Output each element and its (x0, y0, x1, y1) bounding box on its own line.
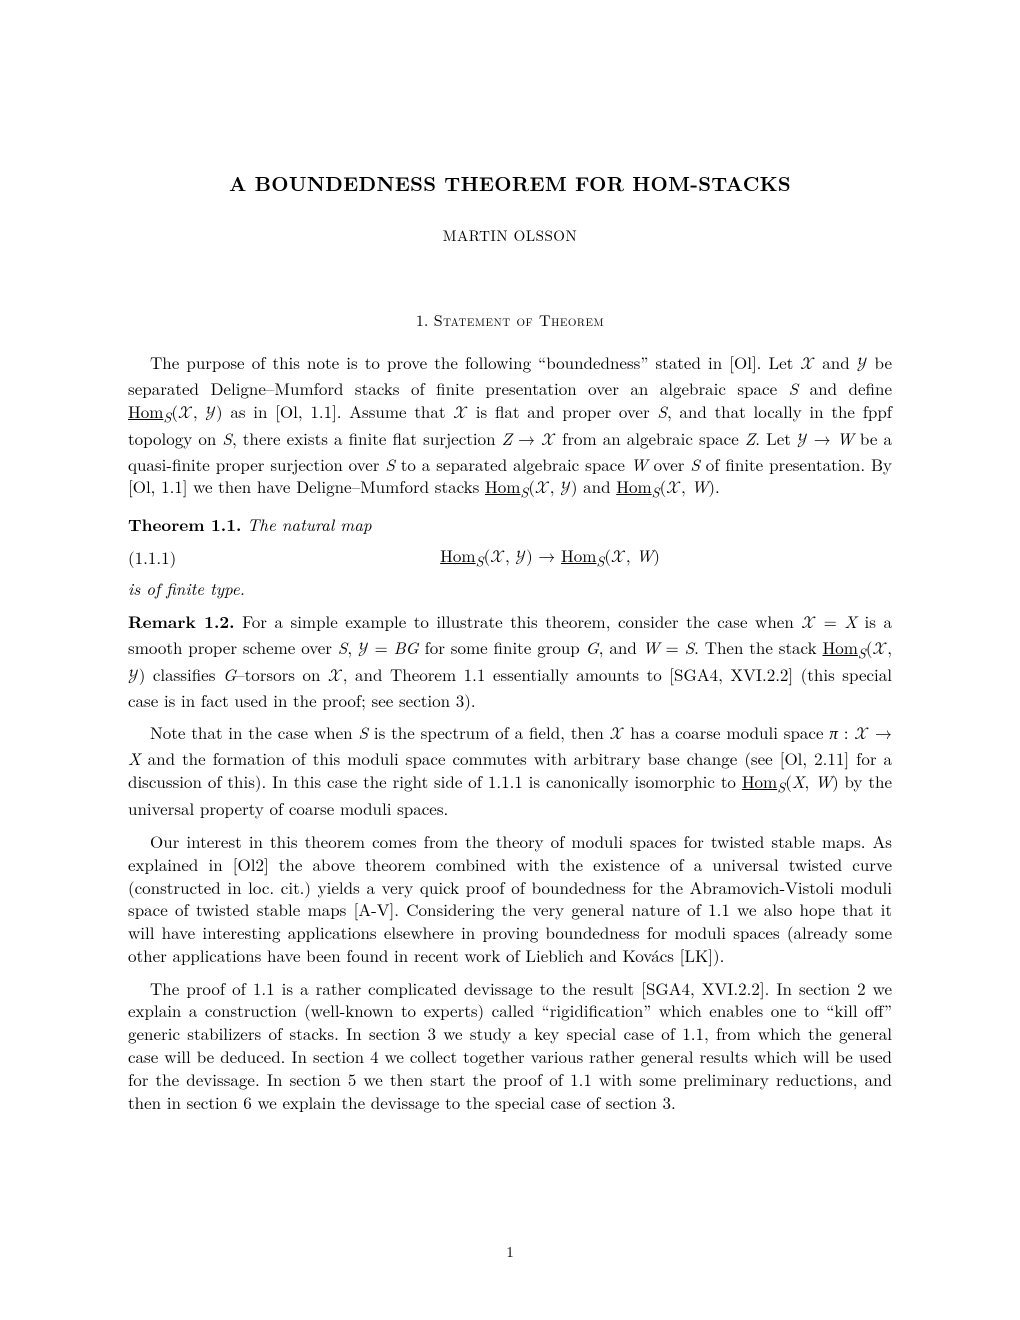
paper-title: A BOUNDEDNESS THEOREM FOR HOM-STACKS (128, 168, 892, 197)
theorem-tail: is of finite type. (128, 577, 892, 600)
section-title: Statement of Theorem (434, 308, 604, 331)
author-name: MARTIN OLSSON (128, 225, 892, 246)
equation-row: (1.1.1) HomS(𝒳, 𝒴) → HomS(𝒳, W) (128, 543, 892, 571)
theorem-statement: Theorem 1.1. The natural map (128, 513, 892, 537)
theorem-label: Theorem 1.1. (128, 513, 241, 537)
intro-paragraph: The purpose of this note is to prove the… (128, 351, 892, 503)
section-number: 1. (416, 308, 428, 331)
page: A BOUNDEDNESS THEOREM FOR HOM-STACKS MAR… (0, 0, 1020, 1320)
paragraph-coarse-moduli: Note that in the case when S is the spec… (128, 721, 892, 820)
equation-number: (1.1.1) (128, 545, 208, 569)
theorem-lead: The natural map (247, 512, 372, 536)
page-number: 1 (0, 1241, 1020, 1262)
remark-label: Remark 1.2. (128, 610, 235, 634)
theorem-tail-text: is of finite type. (128, 576, 245, 600)
section-heading: 1. Statement of Theorem (128, 308, 892, 331)
equation-body: HomS(𝒳, 𝒴) → HomS(𝒳, W) (208, 543, 892, 571)
paragraph-interest: Our interest in this theorem comes from … (128, 830, 892, 967)
paragraph-proof-outline: The proof of 1.1 is a rather complicated… (128, 977, 892, 1114)
remark-paragraph: Remark 1.2. For a simple example to illu… (128, 610, 892, 712)
